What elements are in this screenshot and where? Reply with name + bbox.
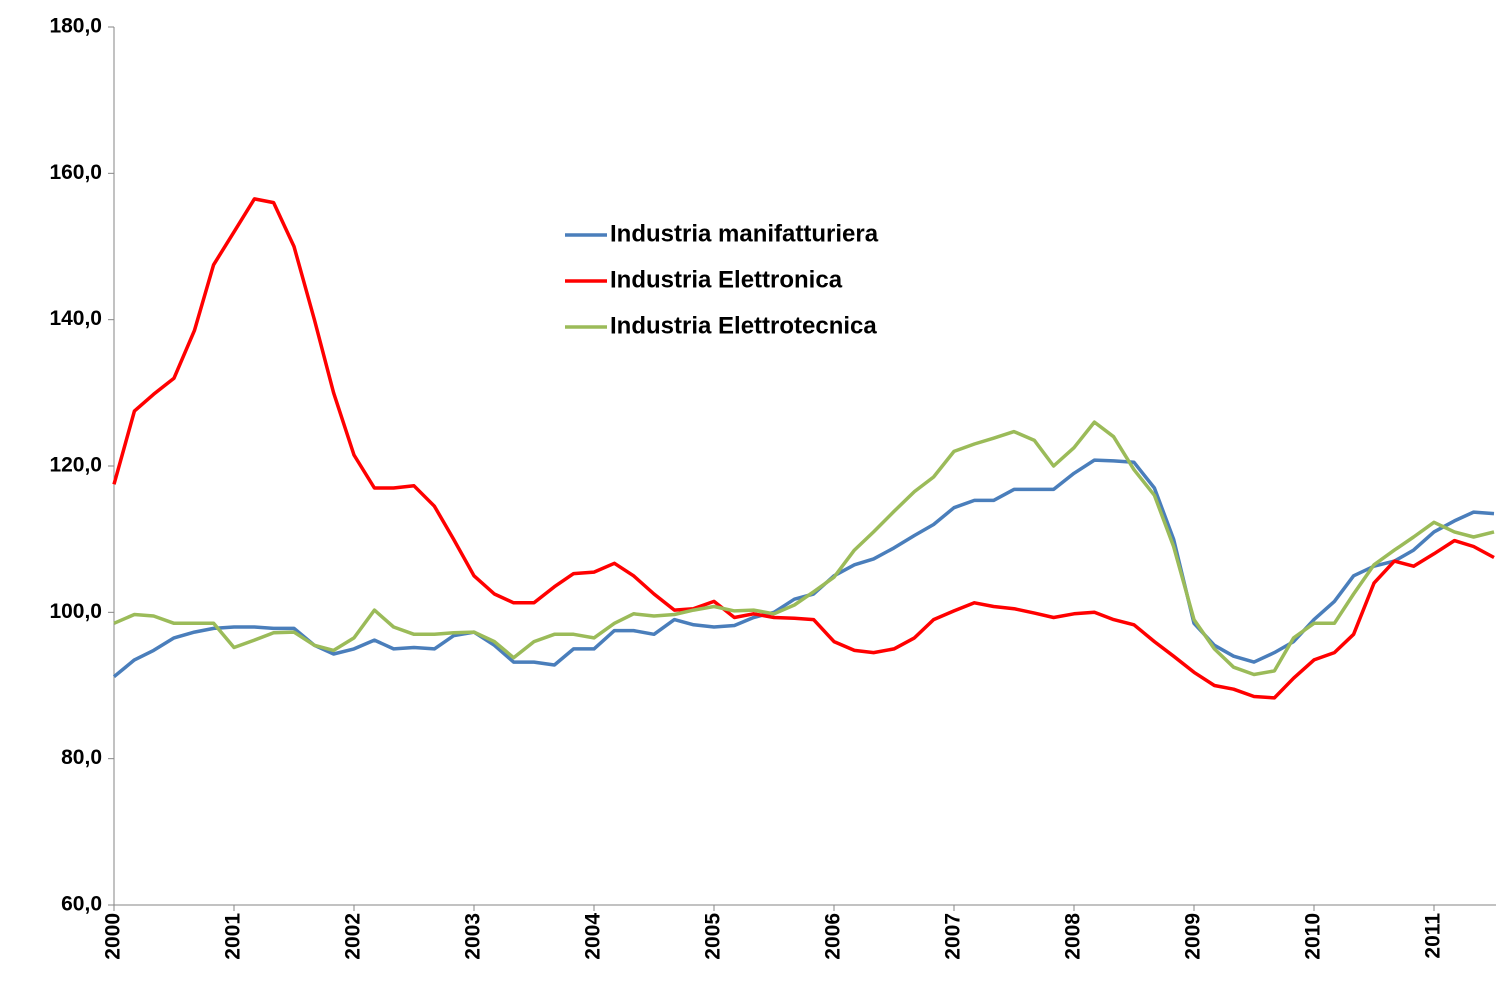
x-tick-label: 2009: [1182, 913, 1205, 960]
x-tick-label: 2007: [942, 913, 965, 960]
y-tick-label: 100,0: [49, 600, 102, 623]
y-tick-label: 60,0: [61, 893, 102, 916]
x-tick-label: 2001: [222, 913, 245, 960]
series-line: [112, 197, 1495, 700]
x-tick-label: 2002: [342, 913, 365, 960]
y-tick-label: 120,0: [49, 454, 102, 477]
y-tick-label: 160,0: [49, 161, 102, 184]
y-tick-label: 80,0: [61, 746, 102, 769]
x-tick-label: 2008: [1062, 913, 1085, 960]
x-tick-label: 2004: [582, 913, 605, 960]
legend-label: Industria manifatturiera: [610, 220, 879, 247]
series-line: [112, 458, 1495, 679]
x-tick-label: 2000: [102, 913, 125, 960]
legend-label: Industria Elettronica: [610, 266, 843, 293]
x-tick-label: 2005: [702, 913, 725, 960]
x-tick-label: 2011: [1422, 913, 1445, 959]
x-tick-label: 2010: [1302, 913, 1325, 960]
x-tick-label: 2006: [822, 913, 845, 960]
legend-label: Industria Elettrotecnica: [610, 312, 877, 339]
x-tick-label: 2003: [462, 913, 485, 960]
y-tick-label: 140,0: [49, 307, 102, 330]
series-line: [113, 420, 1495, 677]
y-tick-label: 180,0: [49, 15, 102, 38]
